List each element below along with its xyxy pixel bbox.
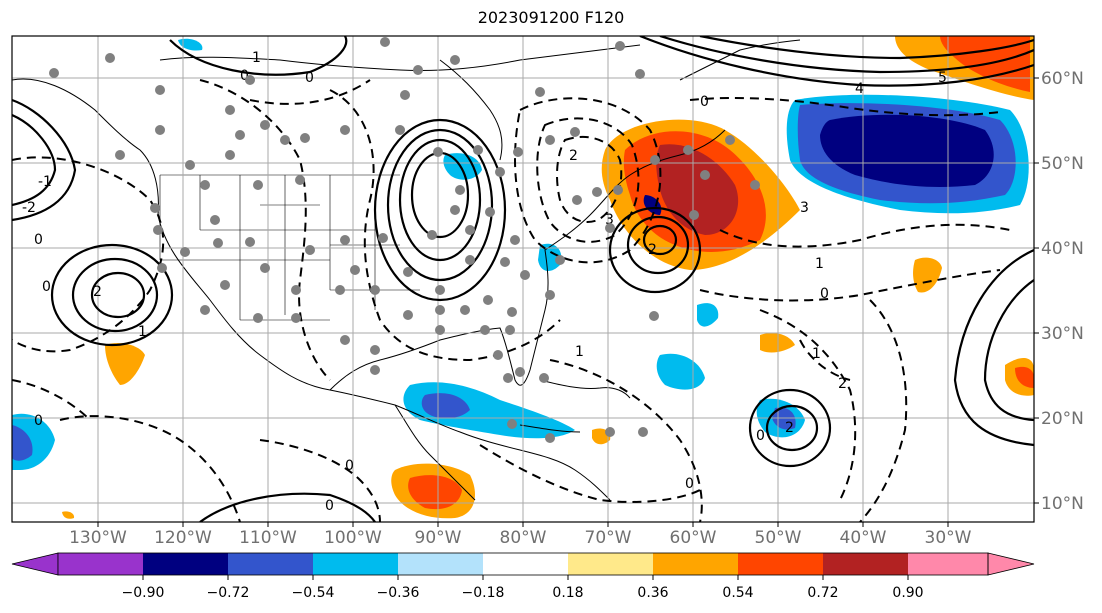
lon-label: 110°W <box>239 528 297 548</box>
colorbar-extend-low <box>11 552 59 576</box>
colorbar-tick: −0.54 <box>292 585 335 601</box>
graticule <box>12 36 1034 522</box>
colorbar-extend-high <box>987 552 1035 576</box>
contour-label: 0 <box>345 458 354 474</box>
contour-label: 1 <box>812 346 821 362</box>
tick-marks <box>97 77 1039 527</box>
colorbar-tick: 0.90 <box>892 585 923 601</box>
colorbar-tick: 0.54 <box>722 585 753 601</box>
contour-label: 2 <box>785 420 794 436</box>
map-area: 0 0 0 0 0 0 0 0 0 0 0 1 1 1 1 1 2 2 2 2 … <box>12 36 1034 522</box>
lon-label: 90°W <box>415 528 462 548</box>
station-markers <box>49 37 760 443</box>
contour-label: 0 <box>325 498 334 514</box>
colorbar-tick: −0.36 <box>377 585 420 601</box>
colorbar-tick: 0.72 <box>807 585 838 601</box>
contour-label: 2 <box>569 148 578 164</box>
colorbar-tick: −0.72 <box>207 585 250 601</box>
longitude-labels: 130°W 120°W 110°W 100°W 90°W 80°W 70°W 6… <box>69 528 972 548</box>
colorbar-tick: 0.18 <box>552 585 583 601</box>
contour-label: 0 <box>34 232 43 248</box>
contour-label: 1 <box>575 344 584 360</box>
contour-label: 0 <box>820 286 829 302</box>
contour-label: 4 <box>855 81 864 97</box>
lon-label: 120°W <box>154 528 212 548</box>
lon-label: 40°W <box>840 528 887 548</box>
lat-label: 30°N <box>1041 324 1084 344</box>
lon-label: 80°W <box>500 528 547 548</box>
contour-label: 1 <box>252 50 261 66</box>
coastlines <box>12 39 801 501</box>
lon-label: 60°W <box>670 528 717 548</box>
lat-label: 50°N <box>1041 154 1084 174</box>
contour-label: 1 <box>815 256 824 272</box>
contour-label: 2 <box>93 284 102 300</box>
contour-label: 0 <box>700 94 709 110</box>
colorbar-tick: 0.36 <box>637 585 668 601</box>
contour-label: 1 <box>138 324 147 340</box>
contour-label: -1 <box>38 174 52 190</box>
colorbar-tick: −0.18 <box>462 585 505 601</box>
contour-label: 3 <box>800 200 809 216</box>
contour-label: 3 <box>605 212 614 228</box>
contour-label: 5 <box>938 70 947 86</box>
contour-label: 0 <box>240 68 249 84</box>
lat-label: 20°N <box>1041 409 1084 429</box>
lon-label: 50°W <box>755 528 802 548</box>
lon-label: 30°W <box>925 528 972 548</box>
colorbar: −0.90 −0.72 −0.54 −0.36 −0.18 0.18 0.36 … <box>11 552 1035 601</box>
contour-label: 0 <box>685 476 694 492</box>
lon-label: 70°W <box>585 528 632 548</box>
lat-label: 60°N <box>1041 69 1084 89</box>
contour-label: 0 <box>34 413 43 429</box>
lat-label: 10°N <box>1041 494 1084 514</box>
latitude-labels: 60°N 50°N 40°N 30°N 20°N 10°N <box>1041 69 1084 514</box>
colorbar-tick: −0.90 <box>122 585 165 601</box>
contour-label: 2 <box>648 242 657 258</box>
lat-label: 40°N <box>1041 239 1084 259</box>
contour-label: 0 <box>305 70 314 86</box>
solid-contours <box>12 36 1034 522</box>
contour-label: 2 <box>838 376 847 392</box>
map-title: 2023091200 F120 <box>477 8 625 27</box>
contour-label: -2 <box>22 200 36 216</box>
contour-label: 0 <box>756 428 765 444</box>
lon-label: 100°W <box>324 528 382 548</box>
lon-label: 130°W <box>69 528 127 548</box>
contour-label: 0 <box>42 279 51 295</box>
contour-labels: 0 0 0 0 0 0 0 0 0 0 0 1 1 1 1 1 2 2 2 2 … <box>22 50 947 514</box>
